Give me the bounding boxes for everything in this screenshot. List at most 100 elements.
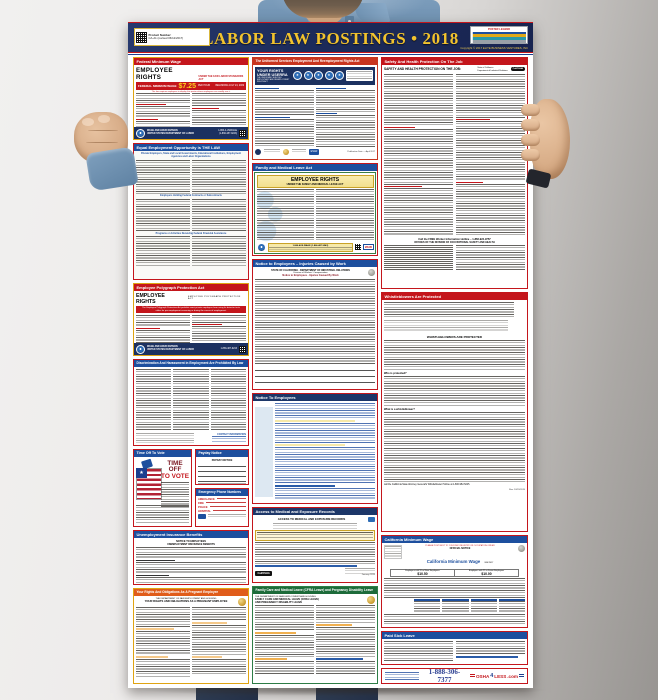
column1-bottom-row: Time Off To Vote ★ TIME OFF TO VOTE xyxy=(133,449,249,527)
qr-code-icon xyxy=(136,31,147,43)
schedule-col xyxy=(498,601,525,614)
product-number-value: CA-A1 (revised 06/12/2017) xyxy=(148,36,184,40)
ca-wage-col2-label: Employers with 25 or Fewer Employees xyxy=(468,570,505,573)
dir-logo-icon xyxy=(368,517,375,523)
polygraph-agency-line1: WAGE AND HOUR DIVISION xyxy=(147,346,178,349)
pregnant-highlight xyxy=(136,628,174,631)
poster-header-band: LABOR LAW POSTINGS • 2018 Product Number… xyxy=(128,22,533,55)
cfra-header: Family Care and Medical Leave (CFRA Leav… xyxy=(253,587,377,594)
poster-column-right: Safety And Health Protection On The Job … xyxy=(381,57,528,684)
section-safety-health: Safety And Health Protection On The Job … xyxy=(381,57,528,289)
discrimination-text xyxy=(173,368,209,431)
ca-wage-mini-table xyxy=(384,545,402,560)
section-ca-minimum-wage: California Minimum Wage PLEASE POST NEXT… xyxy=(381,535,528,628)
fmw-text xyxy=(192,110,246,127)
poster-column-left: Federal Minimum Wage EMPLOYEE RIGHTS UND… xyxy=(133,57,249,684)
state-seal-icon xyxy=(367,595,375,604)
cfra-title1: FAMILY CARE AND MEDICAL LEAVE (CFRA LEAV… xyxy=(255,597,319,601)
fmw-text xyxy=(136,121,190,127)
access-medical-date: January 2015 xyxy=(361,574,375,577)
fmw-header: Federal Minimum Wage xyxy=(134,58,248,66)
notice-employees-text xyxy=(275,470,375,485)
injuries-header: Notice to Employees – Injuries Caused by… xyxy=(253,260,377,268)
safety-subhead-line xyxy=(384,126,416,128)
section-fmla: Family and Medical Leave Act EMPLOYEE RI… xyxy=(252,163,378,256)
whistleblower-text xyxy=(384,412,525,447)
vote-header: Time Off To Vote xyxy=(134,450,191,457)
safety-state2: Department of Industrial Relations xyxy=(477,69,508,72)
safety-header: Safety And Health Protection On The Job xyxy=(382,58,527,66)
payday-field xyxy=(198,477,246,482)
userra-subhead-line xyxy=(316,87,346,89)
emergency-label: HOSPITAL xyxy=(198,509,211,513)
copyright-line: Copyright © 2017 ELITE BUSINESS VENTURES… xyxy=(460,46,528,50)
qr-code-icon xyxy=(239,345,246,353)
product-number-title: Product Number: xyxy=(148,32,172,37)
pregnant-text xyxy=(136,631,190,656)
safety-text xyxy=(384,128,454,185)
whistleblower-q2: What is a whistleblower? xyxy=(384,408,415,412)
ca-wage-text xyxy=(384,578,525,599)
cal-osha-badge: Cal/OSHA xyxy=(510,67,525,72)
payday-title: PAYDAY NOTICE xyxy=(211,458,233,462)
pregnant-text xyxy=(192,607,246,622)
cfra-text xyxy=(255,605,314,632)
userra-banner-title: YOUR RIGHTS UNDER USERRA xyxy=(257,68,288,77)
state-logo-icon xyxy=(198,514,206,520)
sick-leave-link-line xyxy=(455,656,519,659)
safety-office-table xyxy=(384,244,454,271)
state-seal-icon xyxy=(368,269,375,277)
section-eeo: Equal Employment Opportunity is THE LAW … xyxy=(133,143,249,280)
userra-subhead-line xyxy=(316,112,337,114)
userra-publication-date: Publication Date — April 2017 xyxy=(347,150,375,153)
pregnant-title: YOUR RIGHTS AND OBLIGATIONS AS A PREGNAN… xyxy=(144,599,228,603)
fmw-phone: 1-866-4-USWAGE (1-866-487-9243) xyxy=(218,130,237,136)
schedule-col-header xyxy=(498,599,525,602)
injuries-division: Division of Workers' Compensation xyxy=(293,272,328,275)
safety-subhead-line xyxy=(455,118,491,120)
discrimination-text xyxy=(210,368,246,431)
eeo-text xyxy=(136,159,190,194)
pant-leg-left xyxy=(196,688,258,700)
pregnant-highlight xyxy=(192,622,228,625)
ca-wage-text xyxy=(384,614,525,625)
fmw-text xyxy=(192,93,246,108)
payday-field xyxy=(198,467,246,472)
userra-header: The Uniformed Services Employment And Re… xyxy=(253,58,377,65)
edd-watermark xyxy=(255,407,273,498)
star-medal-icon: ★ xyxy=(324,71,334,81)
emergency-label: FIRE xyxy=(198,501,204,505)
fmw-subhead-line xyxy=(136,104,166,106)
cfra-text xyxy=(316,627,375,658)
pregnant-highlight xyxy=(192,656,222,659)
safety-office-table xyxy=(455,244,525,271)
whistleblower-text xyxy=(384,340,525,371)
uib-text xyxy=(136,562,246,575)
payday-text xyxy=(198,483,246,484)
section-injuries: Notice to Employees – Injuries Caused by… xyxy=(252,259,378,390)
safety-hotline: Call the FREE Worker Information Hotline… xyxy=(418,237,491,241)
sick-leave-header: Paid Sick Leave xyxy=(382,632,527,640)
polygraph-subhead-line xyxy=(192,323,222,325)
ballot-box-flag-icon: ★ xyxy=(136,458,162,500)
right-finger xyxy=(521,149,540,161)
whistleblower-intro xyxy=(384,302,514,319)
schedule-col-header xyxy=(442,599,469,602)
knuckle-highlight xyxy=(82,118,94,126)
fmw-phone1: 1-866-4-USWAGE xyxy=(218,130,237,133)
safety-text xyxy=(455,183,525,236)
poster-legend: POSTER LEGEND xyxy=(470,26,528,44)
notice-employees-highlight xyxy=(275,444,345,447)
polygraph-header: Employee Polygraph Protection Act xyxy=(134,284,248,292)
cfra-text xyxy=(316,660,375,675)
order-phone: 1-888-306-7377 xyxy=(428,668,461,684)
section-userra: The Uniformed Services Employment And Re… xyxy=(252,57,378,160)
esgr-logo-icon: ESGR xyxy=(309,148,319,155)
poster-title: LABOR LAW POSTINGS • 2018 xyxy=(202,29,459,48)
safety-title: SAFETY AND HEALTH PROTECTION ON THE JOB: xyxy=(384,67,461,72)
polygraph-agency: WAGE AND HOUR DIVISION UNITED STATES DEP… xyxy=(147,346,194,352)
section-notice-to-employees: Notice To Employees xyxy=(252,393,378,504)
eeo-text xyxy=(192,199,246,232)
uib-header: Unemployment Insurance Benefits xyxy=(134,531,248,539)
